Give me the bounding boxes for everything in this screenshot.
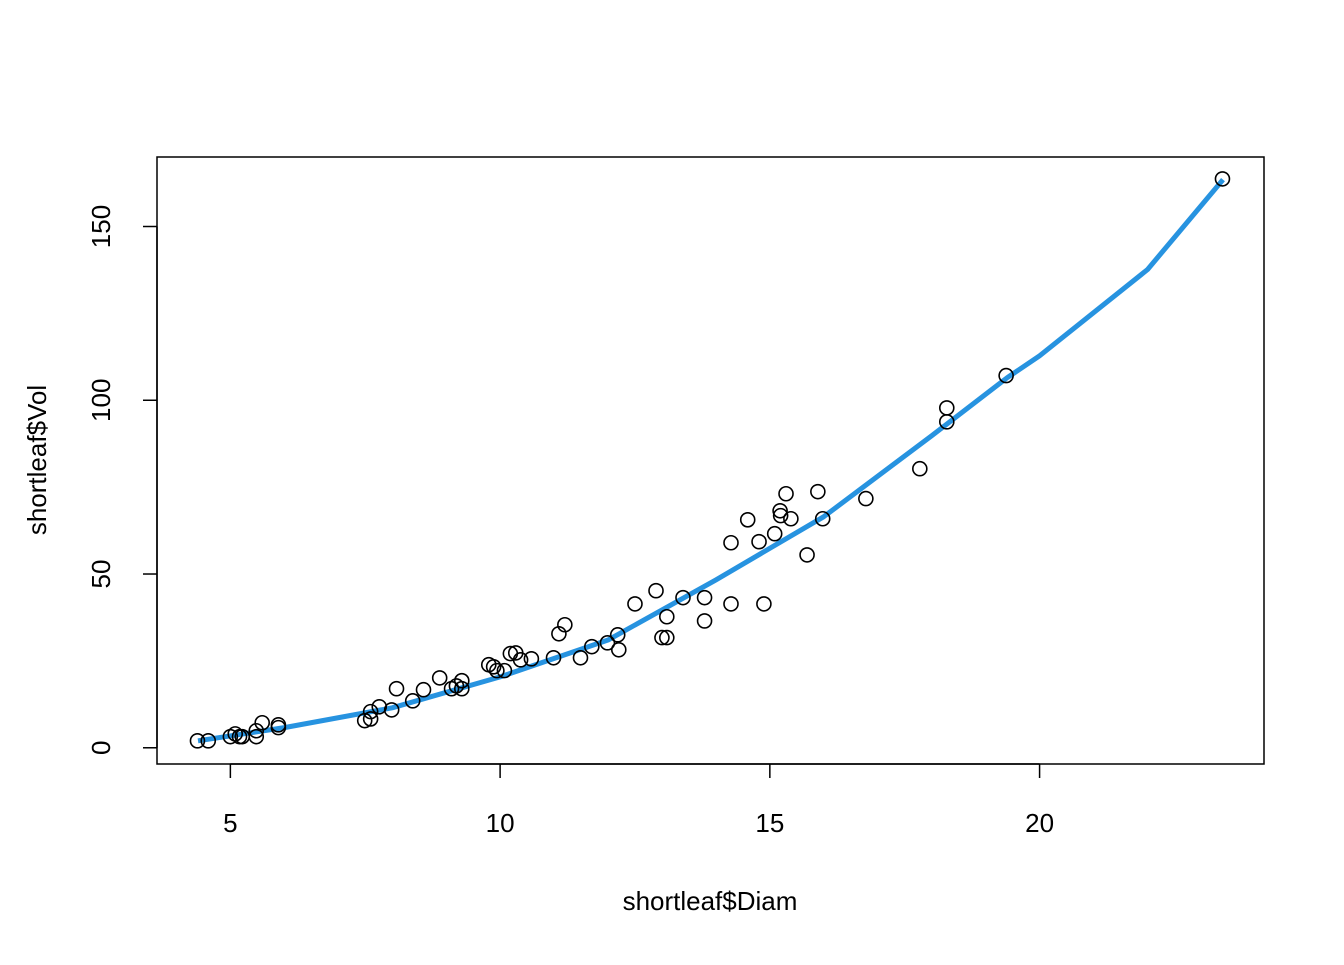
- point: [778, 485, 794, 502]
- point: [489, 662, 505, 679]
- point: [938, 400, 955, 416]
- point: [675, 589, 691, 606]
- point: [659, 608, 675, 625]
- point: [858, 490, 874, 507]
- point: [723, 534, 739, 551]
- point: [659, 629, 675, 646]
- point: [388, 680, 405, 697]
- point: [362, 711, 379, 727]
- point: [912, 460, 928, 477]
- point: [454, 680, 470, 697]
- point: [496, 662, 513, 679]
- point: [739, 512, 756, 528]
- point: [189, 733, 206, 749]
- point: [648, 582, 664, 599]
- point: [512, 652, 529, 668]
- point: [814, 510, 831, 527]
- point: [772, 507, 789, 524]
- point: [772, 502, 788, 519]
- point: [248, 728, 265, 745]
- y-tick-label: 50: [86, 560, 116, 589]
- point: [248, 722, 265, 739]
- x-tick-label: 5: [223, 808, 237, 838]
- y-tick-label: 150: [86, 205, 116, 248]
- point: [696, 613, 713, 629]
- point: [454, 672, 470, 689]
- point: [756, 596, 772, 612]
- point: [654, 629, 670, 646]
- point: [751, 533, 767, 550]
- point: [584, 638, 600, 655]
- point: [254, 714, 270, 731]
- point: [383, 702, 400, 718]
- point: [227, 726, 244, 742]
- point: [799, 547, 815, 563]
- y-axis-label: shortleaf$Vol: [22, 385, 52, 535]
- y-tick-label: 0: [86, 741, 116, 755]
- point: [599, 635, 616, 651]
- x-tick-label: 15: [755, 808, 784, 838]
- point: [609, 627, 626, 643]
- point: [783, 510, 799, 527]
- point: [431, 670, 448, 686]
- x-axis-label: shortleaf$Diam: [623, 886, 798, 916]
- point: [404, 693, 421, 709]
- point: [766, 525, 783, 542]
- point: [362, 703, 379, 720]
- point: [557, 616, 573, 633]
- point: [485, 659, 502, 675]
- point: [572, 649, 589, 666]
- point: [610, 641, 627, 658]
- point: [810, 483, 826, 500]
- y-tick-label: 100: [86, 379, 116, 422]
- point: [627, 596, 643, 612]
- point: [938, 414, 955, 430]
- point: [523, 651, 540, 667]
- point: [270, 717, 287, 733]
- point: [998, 367, 1014, 384]
- point: [545, 649, 562, 666]
- point: [1214, 171, 1231, 187]
- x-tick-label: 20: [1025, 808, 1054, 838]
- fit-line: [197, 177, 1225, 744]
- point: [696, 589, 713, 606]
- point: [415, 681, 432, 698]
- point: [723, 596, 739, 612]
- point: [200, 733, 217, 749]
- x-tick-label: 10: [486, 808, 515, 838]
- plot-box: [156, 156, 1265, 765]
